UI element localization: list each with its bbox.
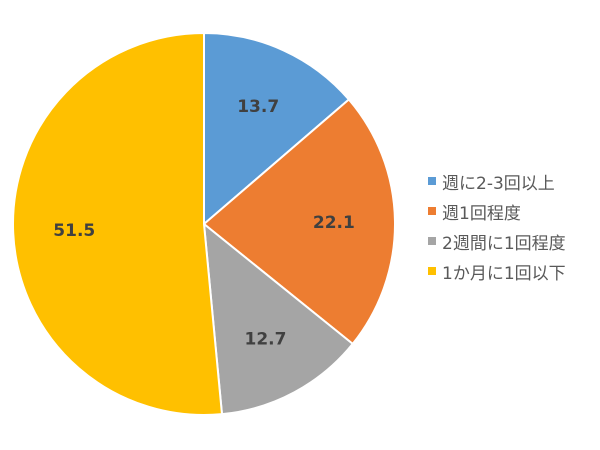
data-label: 51.5: [53, 221, 95, 241]
legend-item: 2週間に1回程度: [428, 226, 566, 256]
legend-label: 1か月に1回以下: [442, 263, 566, 284]
legend-swatch: [428, 267, 436, 275]
pie-slice: [203, 31, 351, 227]
legend-label: 週に2-3回以上: [442, 173, 555, 194]
legend-item: 週に2-3回以上: [428, 166, 566, 196]
legend-label: 週1回程度: [442, 203, 521, 224]
data-label: 22.1: [313, 213, 355, 233]
data-label: 13.7: [237, 97, 279, 117]
legend-item: 1か月に1回以下: [428, 256, 566, 286]
legend-label: 2週間に1回程度: [442, 233, 566, 254]
legend-swatch: [428, 207, 436, 215]
legend-swatch: [428, 237, 436, 245]
pie-slice: [202, 221, 355, 416]
legend-swatch: [428, 177, 436, 185]
legend-item: 週1回程度: [428, 196, 566, 226]
data-label: 12.7: [245, 329, 287, 349]
pie-slice: [12, 31, 224, 416]
pie-slice: [202, 98, 396, 346]
legend: 週に2-3回以上 週1回程度 2週間に1回程度 1か月に1回以下: [428, 166, 566, 286]
